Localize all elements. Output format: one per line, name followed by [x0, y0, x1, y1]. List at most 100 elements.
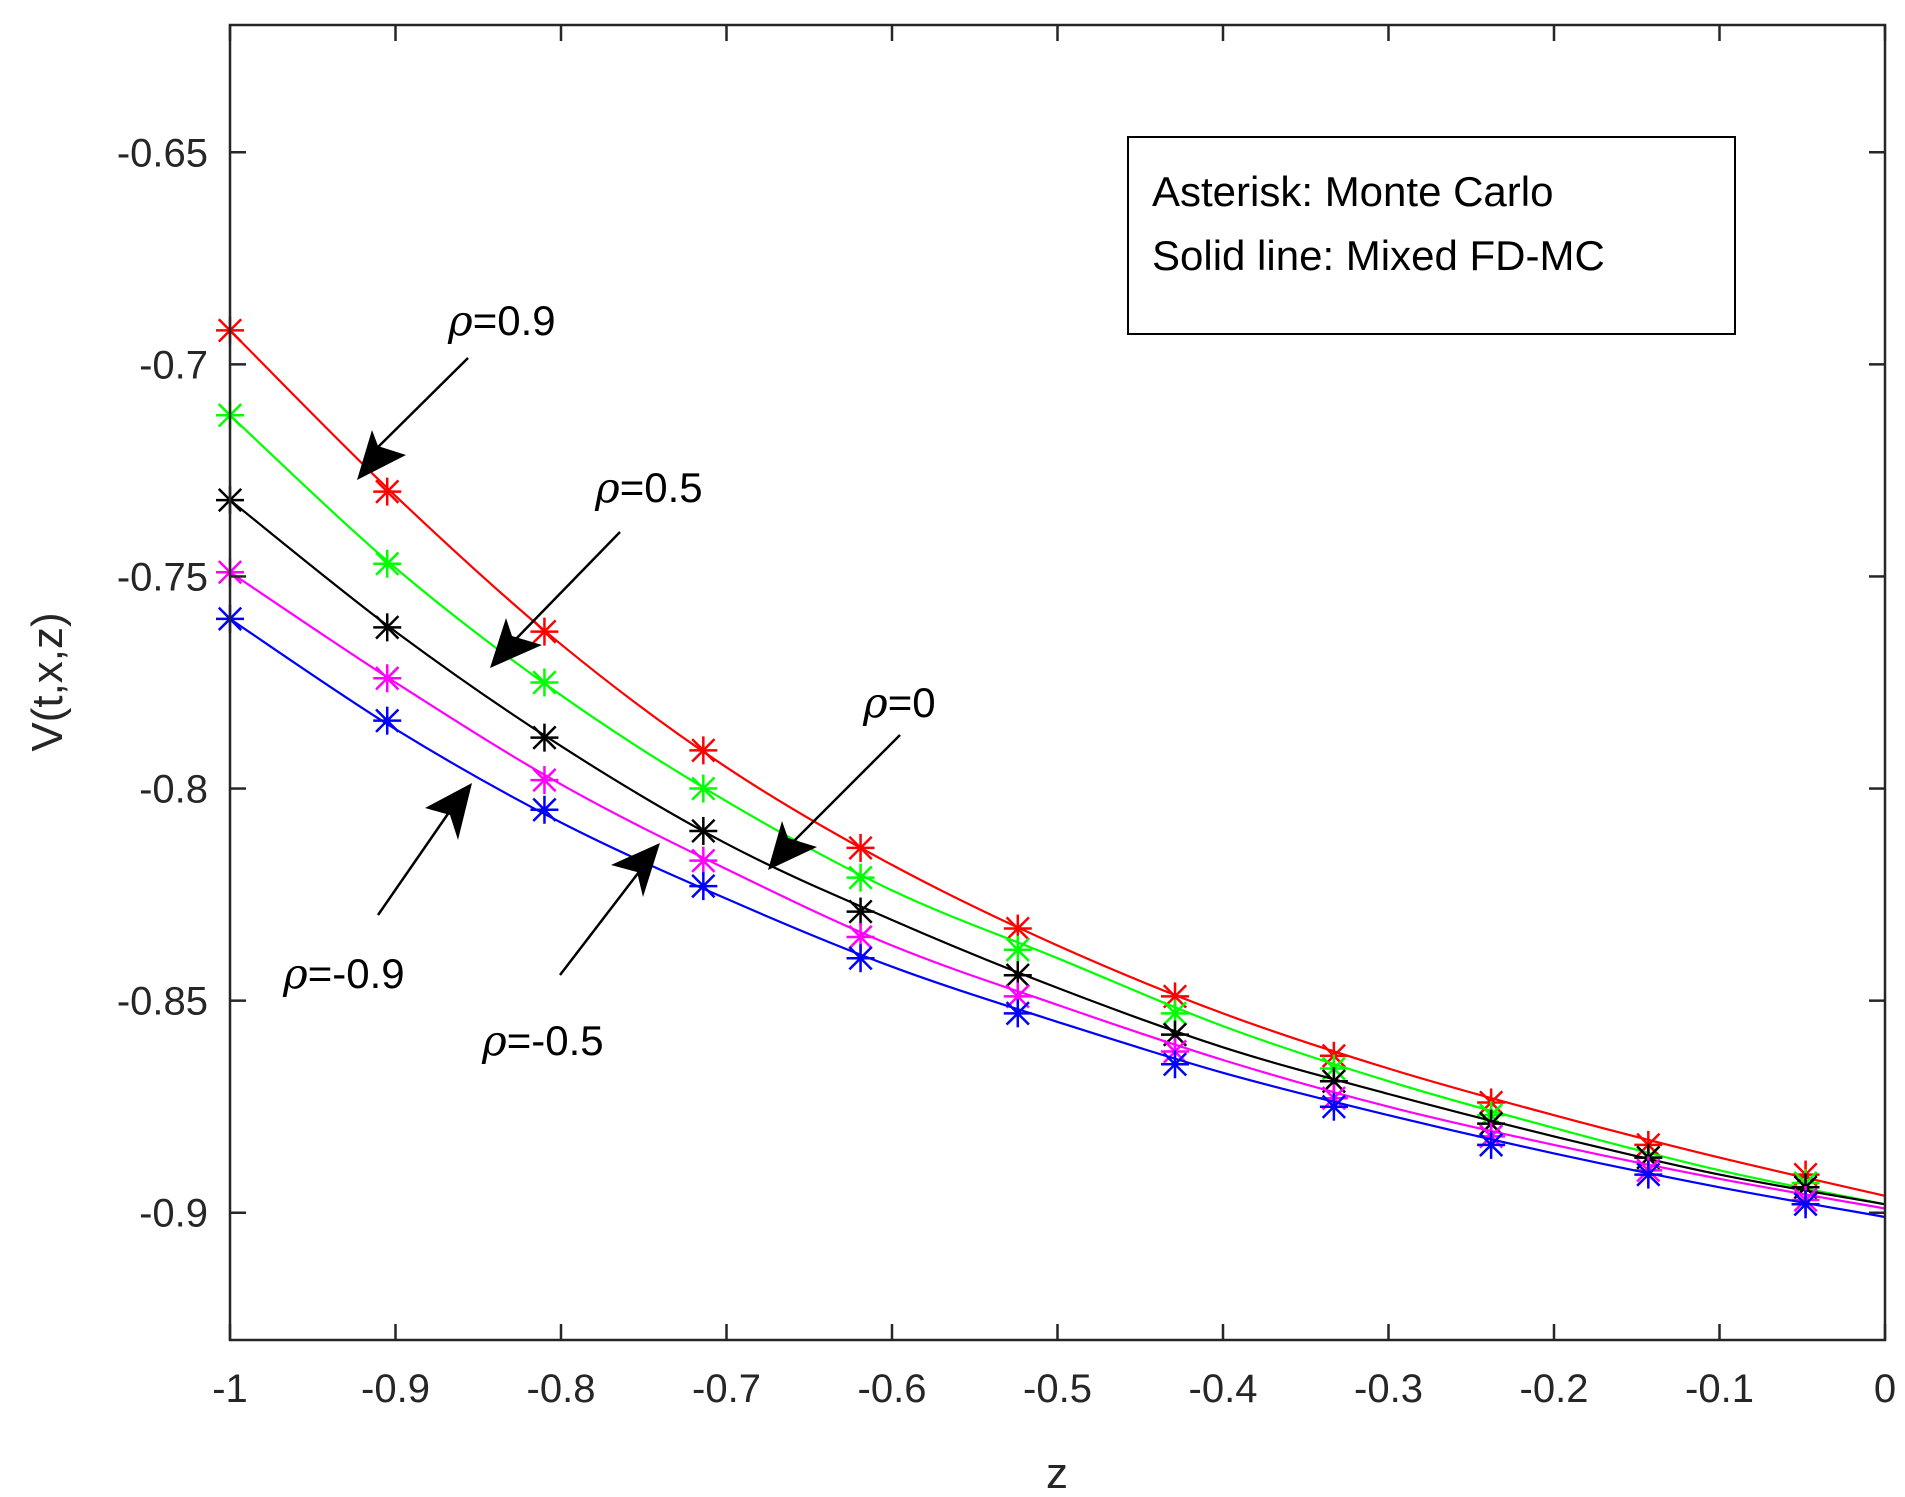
- mc-asterisk-point: [846, 863, 875, 892]
- y-tick-label: -0.7: [139, 343, 208, 387]
- asterisk-stroke: [375, 666, 400, 691]
- asterisk-stroke: [848, 865, 873, 890]
- mc-asterisk-point: [689, 846, 718, 875]
- asterisk-stroke: [848, 899, 873, 924]
- y-tick-label: -0.85: [117, 980, 208, 1024]
- annotation-arrow-line: [511, 531, 621, 644]
- fd-mc-line: [229, 617, 1886, 1219]
- rho-symbol: ρ: [862, 678, 888, 727]
- asterisk-stroke: [1321, 1094, 1346, 1119]
- series-0.9: [216, 316, 1886, 1197]
- mc-asterisk-point: [689, 736, 718, 765]
- asterisk-stroke: [848, 835, 873, 861]
- asterisk-stroke: [1005, 1001, 1030, 1026]
- mc-asterisk-point: [1634, 1160, 1663, 1189]
- legend-line-monte-carlo: Asterisk: Monte Carlo: [1152, 168, 1553, 215]
- mc-asterisk-point: [530, 766, 559, 795]
- mc-asterisk-point: [373, 477, 402, 506]
- series-0: [216, 486, 1886, 1206]
- mc-asterisk-point: [373, 613, 402, 642]
- series--0.5: [216, 604, 1886, 1219]
- mc-asterisk-point: [1003, 935, 1032, 964]
- annotation-arrow-line: [786, 734, 901, 849]
- asterisk-stroke: [691, 818, 716, 844]
- series--0.9: [216, 558, 1886, 1215]
- annotation-arrowhead: [425, 783, 472, 840]
- ticks-layer: -1 -0.9 -0.8 -0.7 -0.6 -0.5 -0.4 -0.3 -0.2 -0.1 0 -…: [117, 25, 1896, 1411]
- mc-asterisk-point: [846, 944, 875, 973]
- mc-asterisk-point: [1003, 982, 1032, 1011]
- y-tick-label: -0.75: [117, 555, 208, 599]
- x-tick-label: -0.7: [692, 1367, 761, 1411]
- annotation-value: =-0.9: [308, 950, 405, 997]
- x-tick-label: -0.1: [1685, 1367, 1754, 1411]
- y-axis-label: V(t,x,z): [23, 612, 72, 751]
- mc-asterisk-point: [1161, 1050, 1190, 1079]
- rho-symbol: ρ: [282, 949, 308, 998]
- asterisk-stroke: [848, 946, 873, 971]
- annotation-rho-0: ρ=0: [768, 678, 936, 870]
- legend-line-mixed-fd-mc: Solid line: Mixed FD-MC: [1152, 232, 1605, 279]
- x-tick-label: -0.6: [858, 1367, 927, 1411]
- x-tick-label: -0.9: [361, 1367, 430, 1411]
- annotation-rho-0.9: ρ=0.9: [357, 296, 556, 480]
- series-layer: [216, 316, 1886, 1219]
- mc-asterisk-point: [530, 723, 559, 752]
- mc-asterisk-point: [689, 774, 718, 803]
- fd-mc-line: [229, 329, 1886, 1197]
- asterisk-stroke: [532, 619, 557, 644]
- annotation-rho-minus-0.5: ρ=-0.5: [481, 843, 660, 1065]
- annotation-arrow-line: [371, 357, 469, 454]
- x-tick-label: -0.3: [1354, 1367, 1423, 1411]
- x-tick-label: -1: [212, 1367, 248, 1411]
- annotation-arrowhead: [490, 618, 542, 668]
- annotation-value: =0: [888, 679, 936, 726]
- rho-symbol: ρ: [594, 463, 620, 512]
- y-tick-label: -0.65: [117, 131, 208, 175]
- rho-symbol: ρ: [481, 1016, 507, 1065]
- annotation-arrowhead: [611, 843, 660, 897]
- asterisk-stroke: [1005, 963, 1030, 988]
- annotation-arrowhead: [357, 430, 406, 480]
- legend-box: Asterisk: Monte Carlo Solid line: Mixed …: [1127, 136, 1736, 335]
- asterisk-stroke: [1005, 984, 1030, 1009]
- rho-symbol: ρ: [447, 296, 473, 345]
- asterisk-stroke: [375, 615, 400, 640]
- asterisk-stroke: [1636, 1162, 1661, 1187]
- x-tick-label: -0.2: [1520, 1367, 1589, 1411]
- annotation-label: ρ=0: [862, 678, 936, 727]
- mc-asterisk-point: [1791, 1190, 1820, 1219]
- fd-mc-line: [229, 571, 1886, 1210]
- asterisk-stroke: [375, 708, 400, 733]
- asterisk-stroke: [1005, 937, 1030, 962]
- asterisk-stroke: [691, 874, 716, 899]
- asterisk-stroke: [532, 670, 557, 695]
- asterisk-stroke: [532, 767, 557, 793]
- y-tick-label: -0.8: [139, 768, 208, 812]
- asterisk-stroke: [1479, 1132, 1504, 1157]
- annotation-label: ρ=-0.5: [481, 1016, 604, 1065]
- mc-asterisk-point: [530, 668, 559, 697]
- asterisk-stroke: [375, 479, 400, 504]
- mc-asterisk-point: [530, 617, 559, 646]
- asterisk-stroke: [848, 924, 873, 950]
- mc-asterisk-point: [373, 549, 402, 578]
- mc-asterisk-point: [1003, 999, 1032, 1028]
- asterisk-stroke: [1321, 1069, 1346, 1094]
- mc-asterisk-point: [689, 816, 718, 845]
- mc-asterisk-point: [846, 897, 875, 926]
- annotation-value: =-0.5: [507, 1017, 604, 1064]
- plot-frame: [228, 23, 1887, 1342]
- mc-asterisk-point: [1477, 1130, 1506, 1159]
- asterisk-stroke: [691, 738, 716, 763]
- annotation-value: =0.5: [620, 464, 703, 511]
- annotation-arrow-line: [376, 807, 454, 916]
- annotation-rho-0.5: ρ=0.5: [490, 463, 703, 668]
- asterisk-stroke: [1005, 916, 1030, 941]
- asterisk-stroke: [1162, 1052, 1188, 1077]
- x-tick-label: -0.4: [1189, 1367, 1258, 1411]
- mc-asterisk-point: [1319, 1092, 1348, 1121]
- annotation-label: ρ=-0.9: [282, 949, 405, 998]
- x-tick-label: -0.5: [1023, 1367, 1092, 1411]
